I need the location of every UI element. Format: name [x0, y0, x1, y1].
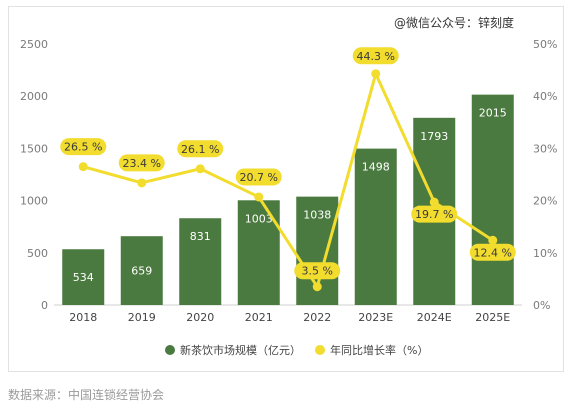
- bar-value-label: 1003: [245, 212, 273, 225]
- bar-value-label: 831: [190, 230, 211, 243]
- x-tick-label: 2024E: [417, 311, 452, 324]
- bar: [471, 94, 514, 305]
- growth-label-bg: [235, 168, 282, 186]
- legend-line-label: 年同比增长率（%）: [330, 343, 428, 357]
- y-right-tick-label: 0%: [533, 299, 550, 312]
- y-right-tick-label: 20%: [533, 195, 557, 208]
- growth-point: [78, 162, 88, 172]
- bar-value-label: 659: [131, 265, 152, 278]
- growth-label-bg: [118, 154, 165, 172]
- y-left-tick-label: 2500: [20, 38, 48, 51]
- growth-value-label: 20.7 %: [240, 171, 278, 184]
- y-left-tick-label: 2000: [20, 90, 48, 103]
- bar: [120, 236, 163, 305]
- growth-value-label: 44.3 %: [357, 50, 395, 63]
- bar: [354, 148, 397, 305]
- bar-value-label: 1793: [420, 130, 448, 143]
- growth-point: [488, 235, 498, 245]
- growth-line: [82, 72, 494, 289]
- growth-point: [312, 282, 322, 292]
- x-tick-label: 2019: [128, 311, 156, 324]
- bar: [62, 249, 105, 305]
- legend-bar-label: 新茶饮市场规模（亿元）: [180, 343, 301, 357]
- bar-value-label: 534: [73, 271, 94, 284]
- bar-value-label: 1498: [362, 161, 390, 174]
- x-tick-label: 2023E: [358, 311, 393, 324]
- growth-label-bg: [411, 205, 458, 223]
- x-tick-label: 2021: [245, 311, 273, 324]
- growth-point: [137, 178, 147, 188]
- growth-value-label: 26.5 %: [64, 141, 102, 154]
- y-left-tick-label: 500: [27, 247, 48, 260]
- growth-point: [195, 164, 205, 174]
- y-left-tick-label: 1500: [20, 142, 48, 155]
- x-tick-label: 2025E: [475, 311, 510, 324]
- y-right-tick-label: 40%: [533, 90, 557, 103]
- growth-point: [371, 69, 381, 79]
- growth-value-label: 3.5 %: [302, 265, 333, 278]
- growth-value-label: 12.4 %: [474, 246, 512, 259]
- bar-value-label: 1038: [303, 209, 331, 222]
- y-right-tick-label: 50%: [533, 38, 557, 51]
- x-tick-label: 2018: [69, 311, 97, 324]
- growth-label-bg: [177, 140, 224, 158]
- growth-point: [429, 197, 439, 207]
- growth-label-bg: [60, 138, 107, 156]
- watermark: @微信公众号：锌刻度: [394, 16, 515, 30]
- bar-value-label: 2015: [479, 107, 507, 120]
- y-left-tick-label: 0: [41, 299, 48, 312]
- growth-label-bg: [294, 262, 341, 280]
- chart-frame: [8, 6, 564, 372]
- x-tick-label: 2020: [186, 311, 214, 324]
- legend-bar-swatch: [165, 345, 175, 355]
- growth-value-label: 19.7 %: [415, 208, 453, 221]
- y-right-tick-label: 10%: [533, 247, 557, 260]
- growth-label-bg: [352, 47, 399, 65]
- legend-line-swatch: [315, 345, 325, 355]
- source-note: 数据来源：中国连锁经营协会: [8, 388, 165, 402]
- y-right-tick-label: 30%: [533, 142, 557, 155]
- growth-label-bg: [469, 243, 516, 261]
- growth-value-label: 23.4 %: [123, 157, 161, 170]
- growth-point: [254, 192, 264, 202]
- growth-value-label: 26.1 %: [181, 143, 219, 156]
- x-tick-label: 2022: [303, 311, 331, 324]
- bar: [179, 218, 222, 305]
- y-left-tick-label: 1000: [20, 195, 48, 208]
